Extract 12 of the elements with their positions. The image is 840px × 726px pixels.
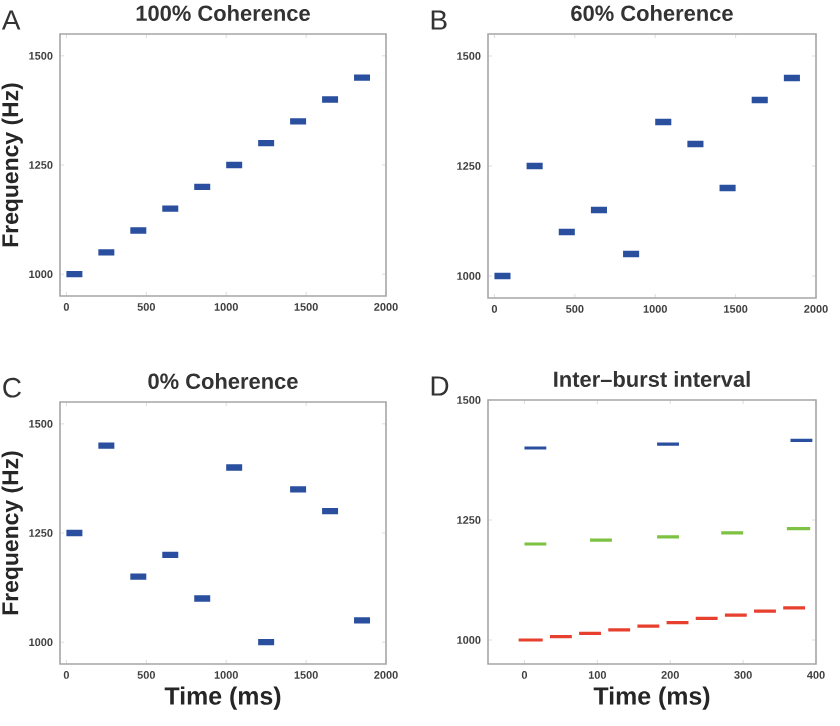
- text: D: [431, 376, 449, 396]
- x-axis-title: Time (ms): [164, 686, 281, 710]
- text: A: [1, 10, 21, 30]
- y-axis-title: Frequency (Hz): [1, 451, 23, 615]
- text: B: [431, 10, 447, 30]
- chart-title: 0% Coherence: [148, 372, 298, 390]
- chart-title: Inter–burst interval: [554, 370, 750, 388]
- x-axis-title: Time (ms): [593, 686, 710, 710]
- y-axis-title: Frequency (Hz): [1, 83, 23, 247]
- chart-title: 60% Coherence: [571, 4, 733, 22]
- text: C: [3, 377, 21, 398]
- chart-title: 100% Coherence: [136, 4, 310, 22]
